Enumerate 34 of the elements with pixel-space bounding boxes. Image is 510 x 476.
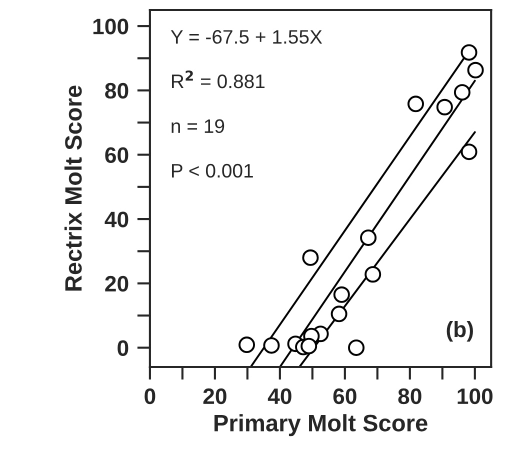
point — [302, 249, 319, 266]
point — [300, 338, 318, 354]
annotation: R$^{2}$ = 0.881 — [172, 70, 265, 88]
x-tick-label: 80 — [398, 388, 422, 404]
y-tick-label: 100 — [93, 18, 128, 34]
point — [436, 98, 453, 116]
point — [407, 96, 424, 112]
y-tick-label: 40 — [104, 212, 128, 228]
point — [333, 286, 350, 303]
y-tick-label: 20 — [105, 276, 128, 292]
point — [364, 266, 382, 283]
x-tick-label: 0 — [144, 388, 156, 404]
point — [360, 229, 377, 246]
y-tick-label: 80 — [105, 82, 128, 99]
point — [238, 336, 256, 354]
y-tick-label: 0 — [118, 340, 128, 356]
point — [460, 44, 478, 61]
annotation: Y = -67.5 + 1.55X — [170, 30, 322, 44]
y-tick-label: 60 — [105, 147, 128, 163]
point — [263, 337, 280, 354]
x-tick-label: 20 — [203, 388, 226, 404]
x-tick-label: 60 — [333, 388, 356, 404]
point — [467, 62, 484, 78]
x-tick-label: 100 — [458, 388, 493, 404]
point — [460, 144, 478, 160]
annotation: (b) — [446, 320, 473, 342]
y-axis-title: Rectrix Molt Score — [64, 86, 82, 291]
x-tick-label: 40 — [268, 388, 292, 404]
point — [454, 84, 470, 101]
annotation: P < 0.001 — [172, 164, 253, 178]
annotation: n = 19 — [172, 119, 224, 134]
x-axis-title: Primary Molt Score — [214, 414, 428, 436]
point — [330, 306, 348, 322]
point — [348, 339, 365, 356]
